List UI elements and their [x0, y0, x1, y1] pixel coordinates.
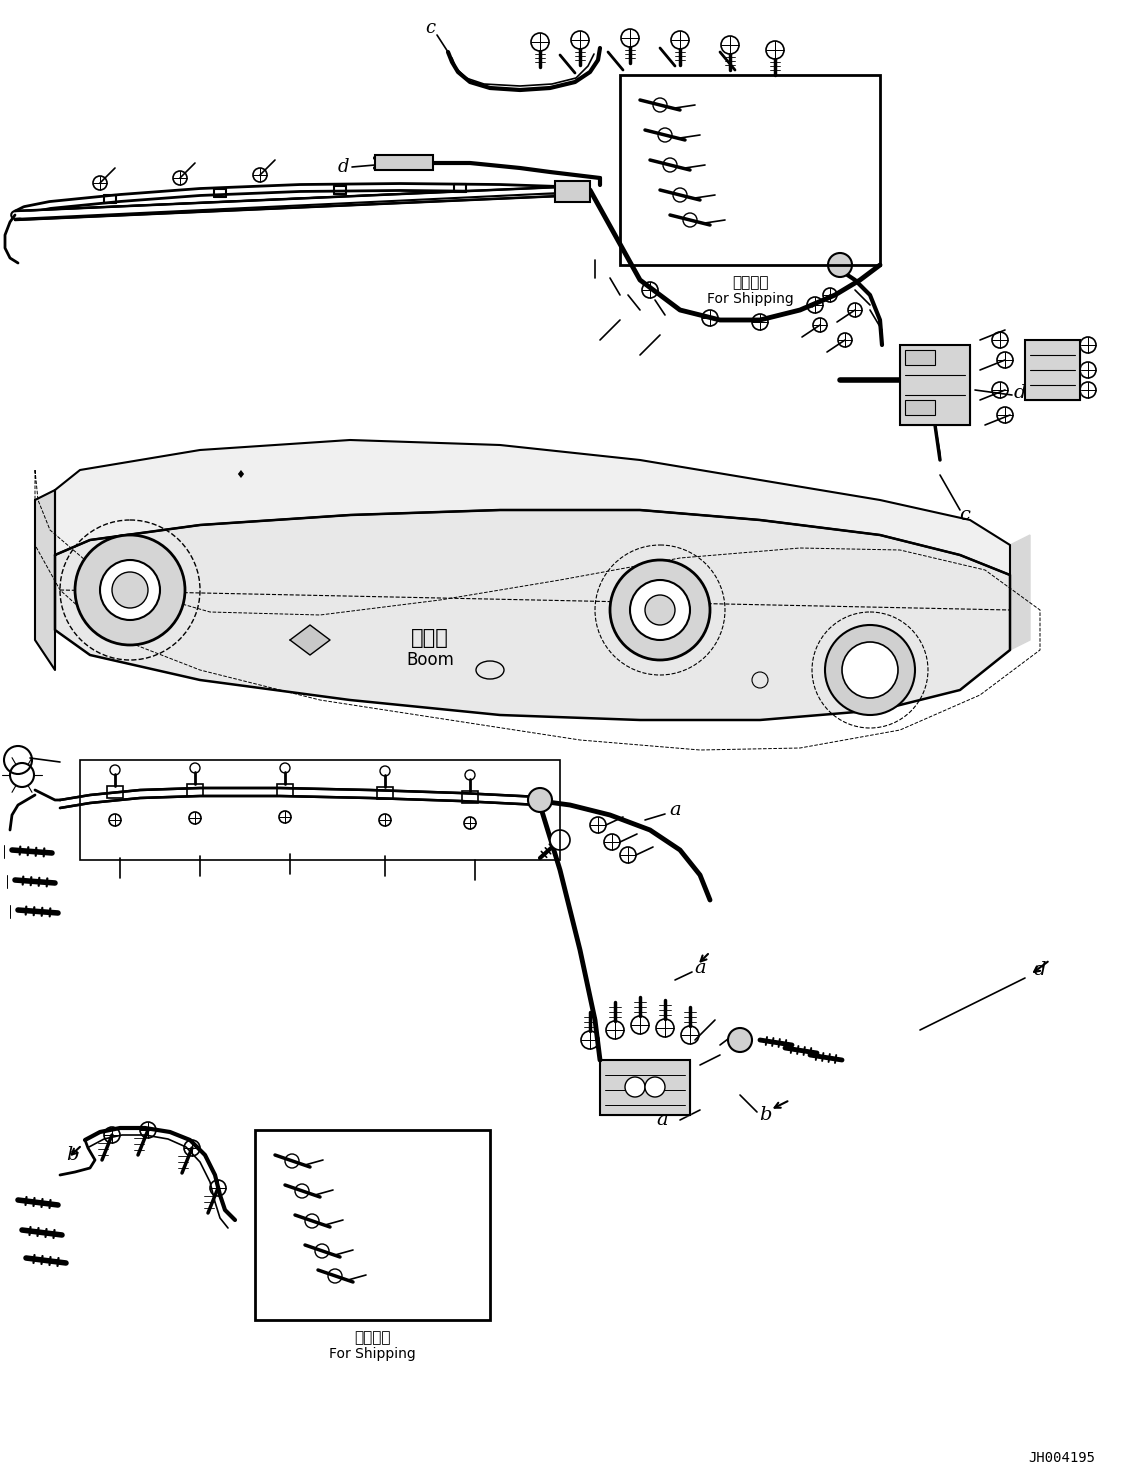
- Circle shape: [645, 1077, 665, 1097]
- Text: b: b: [65, 1146, 78, 1164]
- Text: c: c: [425, 19, 435, 37]
- Text: d: d: [338, 159, 349, 176]
- Text: a: a: [656, 1111, 668, 1129]
- Circle shape: [610, 561, 710, 660]
- Text: b: b: [759, 1106, 772, 1124]
- Polygon shape: [55, 440, 1010, 575]
- Polygon shape: [900, 346, 970, 426]
- Circle shape: [728, 1028, 752, 1051]
- Bar: [555, 181, 590, 202]
- Text: d: d: [1013, 384, 1026, 402]
- Text: For Shipping: For Shipping: [706, 292, 793, 305]
- Text: For Shipping: For Shipping: [329, 1347, 416, 1361]
- Circle shape: [842, 642, 898, 698]
- Circle shape: [625, 1077, 645, 1097]
- Text: a: a: [669, 801, 681, 819]
- Bar: [1025, 340, 1080, 400]
- Circle shape: [550, 830, 570, 850]
- Polygon shape: [60, 787, 540, 808]
- Bar: [106, 786, 123, 798]
- Text: 運搜部品: 運搜部品: [354, 1330, 390, 1345]
- Text: a: a: [694, 960, 705, 977]
- Bar: [905, 400, 935, 415]
- Bar: [277, 785, 293, 796]
- Polygon shape: [290, 624, 330, 655]
- Circle shape: [826, 624, 915, 715]
- Polygon shape: [15, 187, 560, 219]
- Bar: [255, 1130, 490, 1320]
- Polygon shape: [555, 181, 590, 202]
- Polygon shape: [1010, 535, 1030, 650]
- Polygon shape: [55, 510, 1010, 721]
- Text: 運搜部品: 運搜部品: [732, 276, 768, 291]
- Bar: [376, 156, 433, 171]
- Bar: [377, 787, 393, 799]
- Polygon shape: [35, 489, 55, 670]
- Bar: [905, 350, 935, 365]
- Text: ♦: ♦: [235, 470, 245, 480]
- Bar: [80, 759, 560, 860]
- Circle shape: [528, 787, 552, 813]
- Bar: [619, 76, 881, 265]
- Circle shape: [100, 561, 160, 620]
- Circle shape: [828, 254, 852, 277]
- Text: d: d: [1034, 961, 1047, 979]
- Polygon shape: [600, 1060, 690, 1115]
- Text: JH004195: JH004195: [1028, 1450, 1095, 1465]
- Text: c: c: [960, 506, 971, 523]
- Bar: [900, 346, 970, 426]
- Polygon shape: [376, 159, 431, 168]
- Circle shape: [645, 595, 676, 624]
- Polygon shape: [1025, 340, 1080, 400]
- Circle shape: [76, 535, 185, 645]
- Text: ブーム: ブーム: [411, 627, 449, 648]
- Circle shape: [630, 580, 690, 641]
- Bar: [187, 785, 203, 796]
- Text: Boom: Boom: [406, 651, 453, 669]
- Circle shape: [112, 572, 148, 608]
- Bar: [461, 790, 477, 802]
- Bar: [600, 1060, 690, 1115]
